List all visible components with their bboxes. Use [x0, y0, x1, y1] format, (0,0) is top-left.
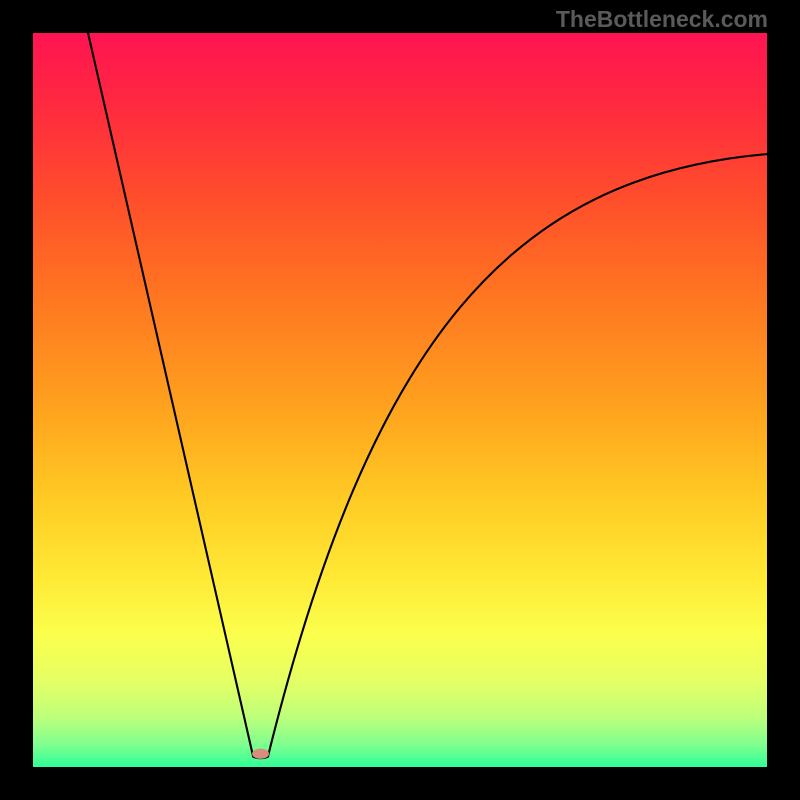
bottleneck-curve	[88, 33, 767, 758]
plot-area	[33, 33, 767, 767]
vertex-marker	[252, 749, 269, 759]
figure-root: TheBottleneck.com	[0, 0, 800, 800]
watermark-text: TheBottleneck.com	[556, 6, 768, 33]
curve-layer	[33, 33, 767, 767]
